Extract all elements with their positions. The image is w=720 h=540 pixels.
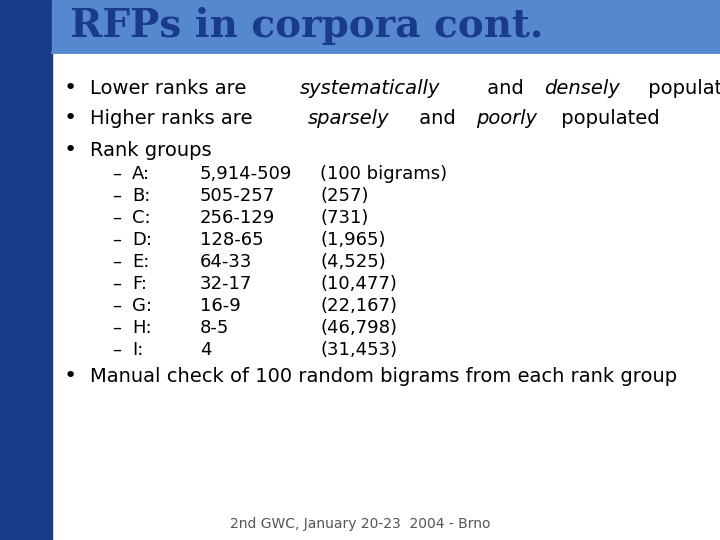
Text: 4: 4 <box>200 341 212 359</box>
Text: (1,965): (1,965) <box>320 231 385 249</box>
Text: •: • <box>63 140 76 160</box>
Text: densely: densely <box>544 78 620 98</box>
Text: •: • <box>63 78 76 98</box>
Text: 5,914-509: 5,914-509 <box>200 165 292 183</box>
Text: H:: H: <box>132 319 152 337</box>
Text: (10,477): (10,477) <box>320 275 397 293</box>
Text: D:: D: <box>132 231 152 249</box>
Text: sparsely: sparsely <box>307 109 390 127</box>
Text: Rank groups: Rank groups <box>90 140 212 159</box>
Text: B:: B: <box>132 187 150 205</box>
Text: (257): (257) <box>320 187 369 205</box>
Text: A:: A: <box>132 165 150 183</box>
Text: •: • <box>63 108 76 128</box>
Text: C:: C: <box>132 209 150 227</box>
Text: populated: populated <box>555 109 660 127</box>
Text: –: – <box>112 275 121 293</box>
Text: 8-5: 8-5 <box>200 319 230 337</box>
Text: –: – <box>112 319 121 337</box>
Text: 16-9: 16-9 <box>200 297 240 315</box>
Text: 64-33: 64-33 <box>200 253 253 271</box>
Text: •: • <box>63 366 76 386</box>
Text: I:: I: <box>132 341 143 359</box>
Text: (31,453): (31,453) <box>320 341 397 359</box>
Text: –: – <box>112 297 121 315</box>
Text: 505-257: 505-257 <box>200 187 275 205</box>
Text: systematically: systematically <box>300 78 440 98</box>
Text: F:: F: <box>132 275 147 293</box>
Text: (22,167): (22,167) <box>320 297 397 315</box>
Text: –: – <box>112 253 121 271</box>
Text: (46,798): (46,798) <box>320 319 397 337</box>
Bar <box>52 0 720 52</box>
Text: 2nd GWC, January 20-23  2004 - Brno: 2nd GWC, January 20-23 2004 - Brno <box>230 517 490 531</box>
Text: and: and <box>481 78 530 98</box>
Text: 128-65: 128-65 <box>200 231 264 249</box>
Text: –: – <box>112 231 121 249</box>
Text: 256-129: 256-129 <box>200 209 275 227</box>
Text: G:: G: <box>132 297 152 315</box>
Text: poorly: poorly <box>476 109 537 127</box>
Text: (4,525): (4,525) <box>320 253 386 271</box>
Text: populated: populated <box>642 78 720 98</box>
Text: RFPs in corpora cont.: RFPs in corpora cont. <box>70 7 544 45</box>
Text: –: – <box>112 187 121 205</box>
Text: Higher ranks are: Higher ranks are <box>90 109 258 127</box>
Text: and: and <box>413 109 462 127</box>
Text: –: – <box>112 209 121 227</box>
Text: (731): (731) <box>320 209 369 227</box>
Text: Lower ranks are: Lower ranks are <box>90 78 253 98</box>
Text: (100 bigrams): (100 bigrams) <box>320 165 447 183</box>
Bar <box>0 0 52 540</box>
Text: –: – <box>112 165 121 183</box>
Text: Manual check of 100 random bigrams from each rank group: Manual check of 100 random bigrams from … <box>90 367 677 386</box>
Text: 32-17: 32-17 <box>200 275 253 293</box>
Text: E:: E: <box>132 253 149 271</box>
Text: –: – <box>112 341 121 359</box>
